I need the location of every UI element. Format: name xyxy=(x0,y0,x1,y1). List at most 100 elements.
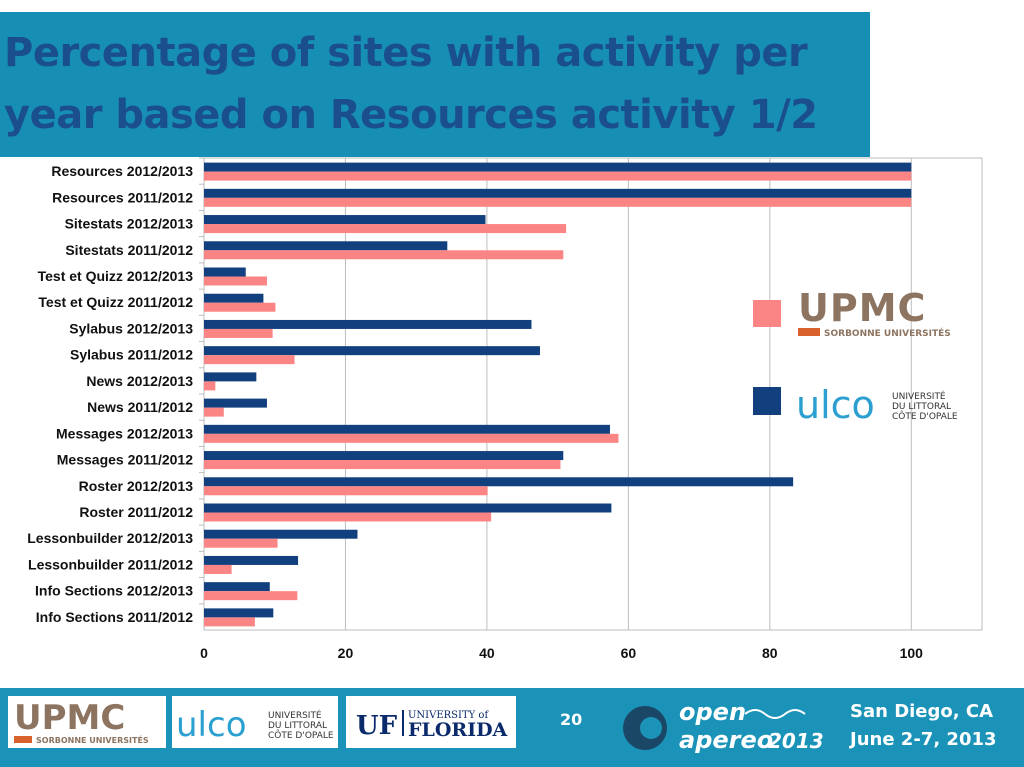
x-tick-label: 100 xyxy=(900,645,924,661)
bar-ulco xyxy=(204,346,540,356)
category-label: News 2011/2012 xyxy=(87,399,193,415)
upmc-logo-sub: SORBONNE UNIVERSITÉS xyxy=(824,327,951,339)
ulco-logo-sub-1: UNIVERSITÉ xyxy=(892,390,946,402)
x-tick-label: 40 xyxy=(479,645,495,661)
bar-ulco xyxy=(204,241,448,251)
bar-ulco xyxy=(204,608,274,618)
x-tick-label: 80 xyxy=(762,645,778,661)
footer-ulco-sub-2: DU LITTORAL xyxy=(268,721,327,731)
conference-info: San Diego, CA June 2-7, 2013 xyxy=(850,698,997,754)
category-label: Test et Quizz 2011/2012 xyxy=(38,294,193,310)
category-label: Info Sections 2012/2013 xyxy=(35,583,193,599)
category-label: Sitestats 2012/2013 xyxy=(65,216,194,232)
bar-upmc xyxy=(204,381,216,391)
bar-ulco xyxy=(204,503,612,513)
bar-upmc xyxy=(204,486,488,496)
x-tick-label: 60 xyxy=(621,645,637,661)
category-label: Sylabus 2012/2013 xyxy=(69,320,193,336)
page-number: 20 xyxy=(560,710,583,729)
category-label: Lessonbuilder 2011/2012 xyxy=(28,556,193,572)
category-label: Resources 2011/2012 xyxy=(52,189,193,205)
category-label: Sylabus 2011/2012 xyxy=(70,347,193,363)
bar-upmc xyxy=(204,328,273,338)
ulco-logo-text: ulco xyxy=(796,383,875,427)
category-label: Roster 2012/2013 xyxy=(79,478,194,494)
bar-upmc xyxy=(204,250,564,260)
category-label: Sitestats 2011/2012 xyxy=(65,242,193,258)
category-label: Messages 2012/2013 xyxy=(56,425,193,441)
bar-ulco xyxy=(204,188,912,198)
bar-ulco xyxy=(204,162,912,172)
footer-logo-ulco: ulco UNIVERSITÉ DU LITTORAL CÔTE D'OPALE xyxy=(172,696,338,748)
x-tick-label: 20 xyxy=(338,645,354,661)
category-label: Roster 2011/2012 xyxy=(79,504,193,520)
bar-chart: 0 20 40 60 80 100 Resources 2012/2013 Resources… xyxy=(27,157,983,661)
bar-upmc xyxy=(204,407,224,417)
footer-uf-divider xyxy=(402,710,404,736)
ulco-logo-sub-3: CÔTE D'OPALE xyxy=(892,410,958,422)
conference-dates: June 2-7, 2013 xyxy=(850,729,997,750)
bar-upmc xyxy=(204,433,619,443)
category-label: Info Sections 2011/2012 xyxy=(36,609,193,625)
bar-upmc xyxy=(204,171,912,181)
bar-ulco xyxy=(204,267,246,277)
bar-ulco xyxy=(204,555,299,565)
footer-ulco-text: ulco xyxy=(176,705,247,745)
legend-upmc-swatch xyxy=(753,300,781,327)
apereo-line-2: apereo xyxy=(679,726,773,754)
slide-title-line-2: year based on Resources activity 1/2 xyxy=(4,92,818,138)
bar-upmc xyxy=(204,617,255,627)
legend-upmc: UPMC SORBONNE UNIVERSITÉS xyxy=(753,286,951,339)
footer-upmc-mark xyxy=(14,736,32,743)
category-label: Test et Quizz 2012/2013 xyxy=(38,268,194,284)
footer-logo-uf: UF UNIVERSITY of FLORIDA xyxy=(346,696,516,748)
conference-location: San Diego, CA xyxy=(850,701,994,722)
bar-ulco xyxy=(204,293,264,303)
bar-ulco xyxy=(204,215,486,225)
bar-ulco xyxy=(204,398,267,408)
bar-upmc xyxy=(204,591,298,601)
x-tick-label: 0 xyxy=(200,645,208,661)
footer-ulco-sub-3: CÔTE D'OPALE xyxy=(268,729,334,741)
footer-upmc-sub: SORBONNE UNIVERSITÉS xyxy=(36,734,149,745)
footer-bar: UPMC SORBONNE UNIVERSITÉS ulco UNIVERSIT… xyxy=(0,688,1024,767)
bar-upmc xyxy=(204,197,912,207)
bar-ulco xyxy=(204,424,610,434)
apereo-line-1: open xyxy=(679,698,746,726)
bar-upmc xyxy=(204,538,278,548)
legend-ulco: ulco UNIVERSITÉ DU LITTORAL CÔTE D'OPALE xyxy=(753,383,958,427)
bar-upmc xyxy=(204,224,567,234)
slide-title-line-1: Percentage of sites with activity per xyxy=(4,30,808,76)
plot-area xyxy=(203,157,983,631)
footer-logo-upmc: UPMC SORBONNE UNIVERSITÉS xyxy=(8,696,166,748)
bar-upmc xyxy=(204,355,295,365)
category-label: Messages 2011/2012 xyxy=(57,452,193,468)
footer-uf-mark: UF xyxy=(356,711,398,741)
apereo-wave-icon xyxy=(744,709,806,719)
bar-ulco xyxy=(204,319,532,329)
category-label: Resources 2012/2013 xyxy=(51,163,193,179)
apereo-mark-inner-icon xyxy=(640,717,662,739)
ulco-logo-sub-2: DU LITTORAL xyxy=(892,402,951,412)
category-label: Lessonbuilder 2012/2013 xyxy=(27,530,193,546)
bar-ulco xyxy=(204,451,564,461)
bar-ulco xyxy=(204,529,358,539)
bar-ulco xyxy=(204,582,270,592)
bar-ulco xyxy=(204,477,794,487)
footer-uf-line-1: UNIVERSITY of xyxy=(408,710,489,721)
bar-upmc xyxy=(204,460,561,470)
bar-ulco xyxy=(204,372,257,382)
bar-upmc xyxy=(204,276,267,286)
footer-ulco-sub-1: UNIVERSITÉ xyxy=(268,709,322,721)
bar-upmc xyxy=(204,564,232,574)
footer-uf-line-2: FLORIDA xyxy=(408,719,508,741)
category-label: News 2012/2013 xyxy=(86,373,193,389)
footer-logo-apereo: open apereo 2013 xyxy=(623,698,824,754)
apereo-year: 2013 xyxy=(768,729,824,753)
bar-upmc xyxy=(204,302,276,312)
upmc-logo-text: UPMC xyxy=(798,286,926,330)
upmc-logo-mark xyxy=(798,328,820,336)
bar-upmc xyxy=(204,512,492,522)
legend-ulco-swatch xyxy=(753,387,781,415)
footer-upmc-text: UPMC xyxy=(14,698,125,738)
